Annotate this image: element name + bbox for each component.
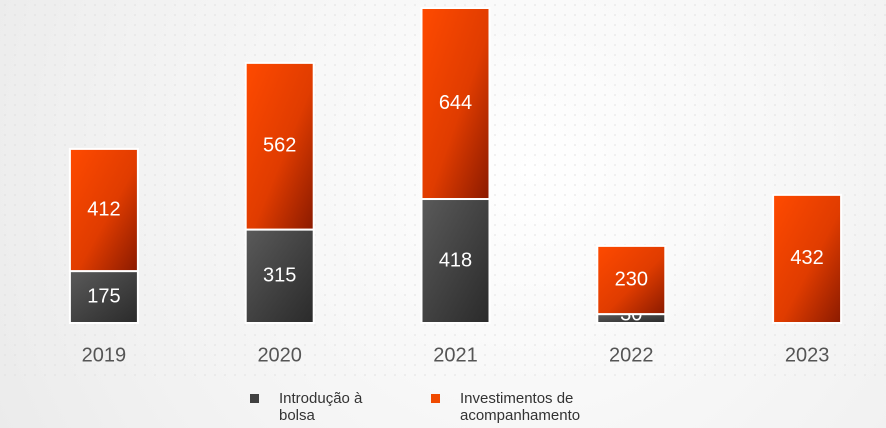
bar-segment bbox=[244, 228, 315, 324]
x-tick-label: 2023 bbox=[785, 344, 830, 366]
value-label: 230 bbox=[615, 268, 648, 290]
bar-segment bbox=[772, 193, 843, 324]
x-tick-label: 2021 bbox=[433, 344, 478, 366]
value-label: 644 bbox=[439, 92, 472, 114]
plot: 1754122019315562202041864420213023020220… bbox=[0, 0, 886, 380]
bar-segment bbox=[420, 7, 491, 201]
bar-segment bbox=[244, 61, 315, 231]
bar-segment bbox=[596, 244, 667, 316]
value-label: 562 bbox=[263, 135, 296, 157]
x-tick-label: 2020 bbox=[257, 344, 302, 366]
bar-segment bbox=[68, 147, 139, 273]
legend-swatch bbox=[250, 394, 259, 403]
legend-label: Investimentos de acompanhamento bbox=[460, 390, 581, 424]
legend-item: Introdução à bolsa bbox=[250, 390, 390, 424]
legend-item: Investimentos de acompanhamento bbox=[431, 390, 651, 424]
legend-label: Introdução à bolsa bbox=[279, 390, 363, 424]
value-label: 418 bbox=[439, 249, 472, 271]
value-label: 315 bbox=[263, 265, 296, 287]
x-tick-label: 2022 bbox=[609, 344, 654, 366]
value-label: 432 bbox=[790, 247, 823, 269]
value-label: 412 bbox=[87, 198, 120, 220]
bar-segment bbox=[68, 270, 139, 325]
bar-segment bbox=[420, 198, 491, 324]
legend-swatch bbox=[431, 394, 440, 403]
x-tick-label: 2019 bbox=[82, 344, 127, 366]
value-label: 175 bbox=[87, 285, 120, 307]
